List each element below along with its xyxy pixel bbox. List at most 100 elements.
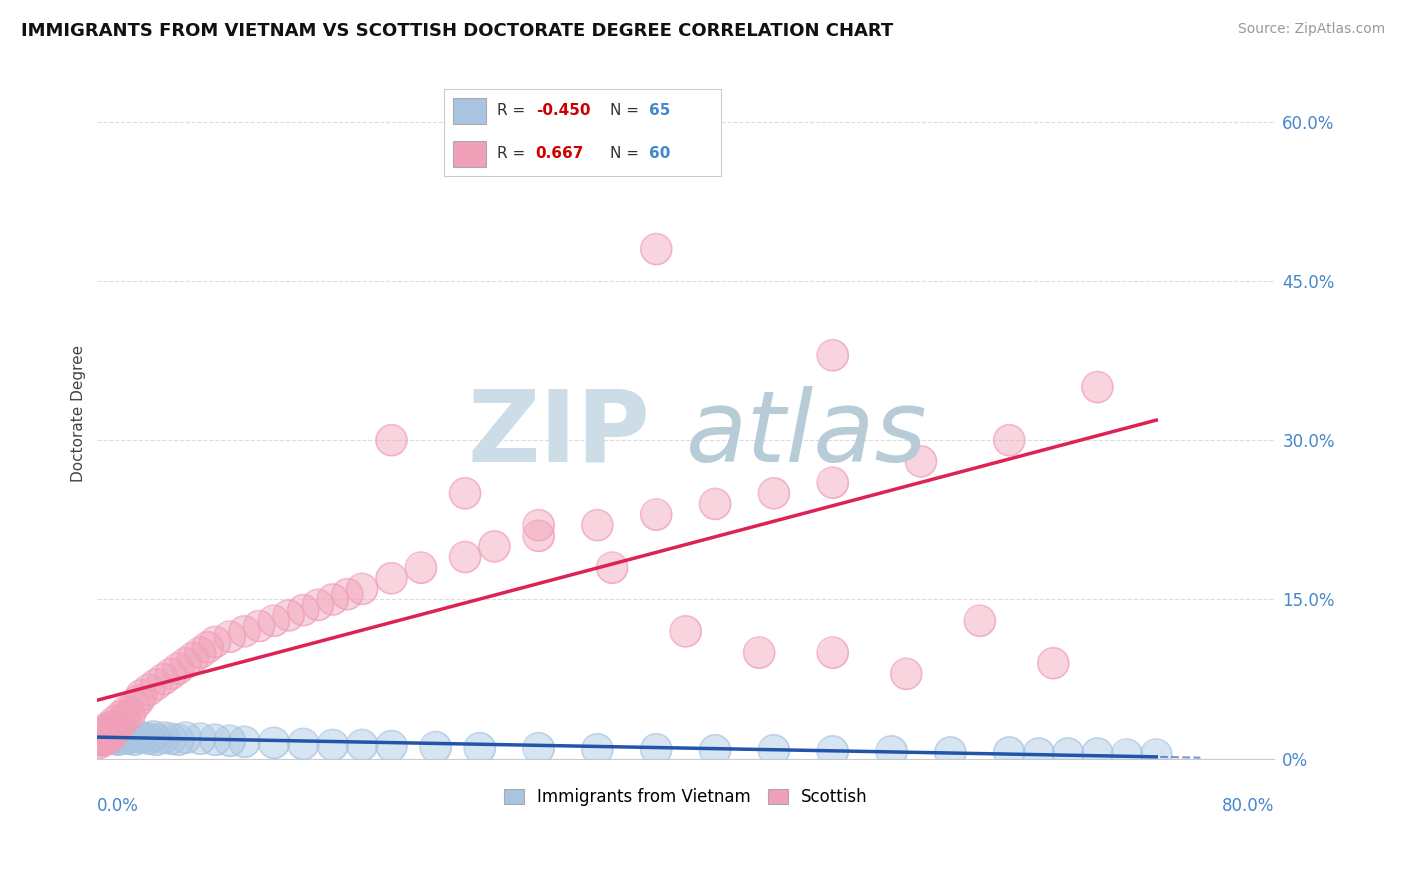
Point xyxy=(322,592,344,607)
Point xyxy=(91,731,114,745)
Point xyxy=(1057,747,1080,761)
Point xyxy=(98,725,121,739)
Point xyxy=(704,497,727,511)
Point xyxy=(218,630,240,644)
Point xyxy=(704,743,727,757)
Point xyxy=(101,727,124,741)
Point xyxy=(204,732,226,747)
Point xyxy=(645,508,668,522)
Point xyxy=(98,725,121,739)
Point xyxy=(1115,747,1137,762)
Point xyxy=(762,743,785,757)
Point xyxy=(218,733,240,747)
Point xyxy=(104,731,127,746)
Point xyxy=(292,603,315,617)
Point xyxy=(145,677,167,691)
Point xyxy=(105,730,128,744)
Point xyxy=(204,635,226,649)
Point xyxy=(93,732,115,747)
Point xyxy=(821,475,844,490)
Point xyxy=(263,614,285,628)
Point xyxy=(454,486,477,500)
Point xyxy=(112,711,135,725)
Point xyxy=(96,726,118,740)
Point xyxy=(97,727,120,741)
Text: atlas: atlas xyxy=(686,386,928,483)
Point xyxy=(101,722,124,736)
Point xyxy=(122,732,145,747)
Point xyxy=(142,730,165,744)
Point xyxy=(110,728,132,742)
Point xyxy=(454,486,477,500)
Point xyxy=(96,730,118,744)
Point xyxy=(704,743,727,757)
Point xyxy=(90,731,112,745)
Point xyxy=(821,744,844,758)
Point xyxy=(131,731,153,745)
Point xyxy=(307,598,329,612)
Text: 0.0%: 0.0% xyxy=(97,797,139,814)
Point xyxy=(1028,747,1050,761)
Point xyxy=(91,733,114,747)
Point xyxy=(675,624,697,639)
Point xyxy=(527,518,550,533)
Point xyxy=(263,614,285,628)
Point xyxy=(115,731,138,746)
Point xyxy=(105,730,128,744)
Point xyxy=(131,688,153,702)
Point xyxy=(409,560,432,574)
Point xyxy=(277,608,299,623)
Point xyxy=(91,733,114,747)
Point xyxy=(586,518,609,533)
Point xyxy=(896,666,918,681)
Point xyxy=(204,732,226,747)
Point xyxy=(89,728,111,742)
Point xyxy=(98,728,121,742)
Point xyxy=(174,657,197,671)
Point xyxy=(108,731,131,745)
Point xyxy=(104,714,127,729)
Point xyxy=(103,728,125,742)
Point xyxy=(1042,657,1064,671)
Point xyxy=(322,592,344,607)
Point xyxy=(939,746,962,760)
Point xyxy=(762,743,785,757)
Point xyxy=(204,635,226,649)
Point xyxy=(1087,747,1109,761)
Point xyxy=(128,693,150,707)
Point xyxy=(188,646,211,660)
Text: ZIP: ZIP xyxy=(467,386,651,483)
Point xyxy=(152,731,174,745)
Point xyxy=(174,657,197,671)
Point xyxy=(142,730,165,744)
Point xyxy=(527,529,550,543)
Point xyxy=(1115,747,1137,762)
Point xyxy=(145,732,167,747)
Point xyxy=(484,540,506,554)
Point xyxy=(277,608,299,623)
Point xyxy=(107,732,129,747)
Point xyxy=(101,731,124,745)
Point xyxy=(89,732,111,747)
Point xyxy=(91,728,114,742)
Point xyxy=(380,739,402,753)
Point xyxy=(145,677,167,691)
Point xyxy=(586,742,609,756)
Point xyxy=(454,549,477,564)
Point xyxy=(105,722,128,736)
Point xyxy=(97,731,120,745)
Point xyxy=(160,731,183,746)
Point xyxy=(152,672,174,686)
Point xyxy=(128,730,150,744)
Point xyxy=(97,731,120,746)
Point xyxy=(527,741,550,756)
Point xyxy=(645,742,668,756)
Point xyxy=(145,732,167,747)
Point xyxy=(1144,747,1167,762)
Point xyxy=(89,728,111,742)
Point xyxy=(101,731,124,745)
Point xyxy=(821,475,844,490)
Point xyxy=(218,733,240,747)
Point xyxy=(101,722,124,736)
Text: 80.0%: 80.0% xyxy=(1222,797,1274,814)
